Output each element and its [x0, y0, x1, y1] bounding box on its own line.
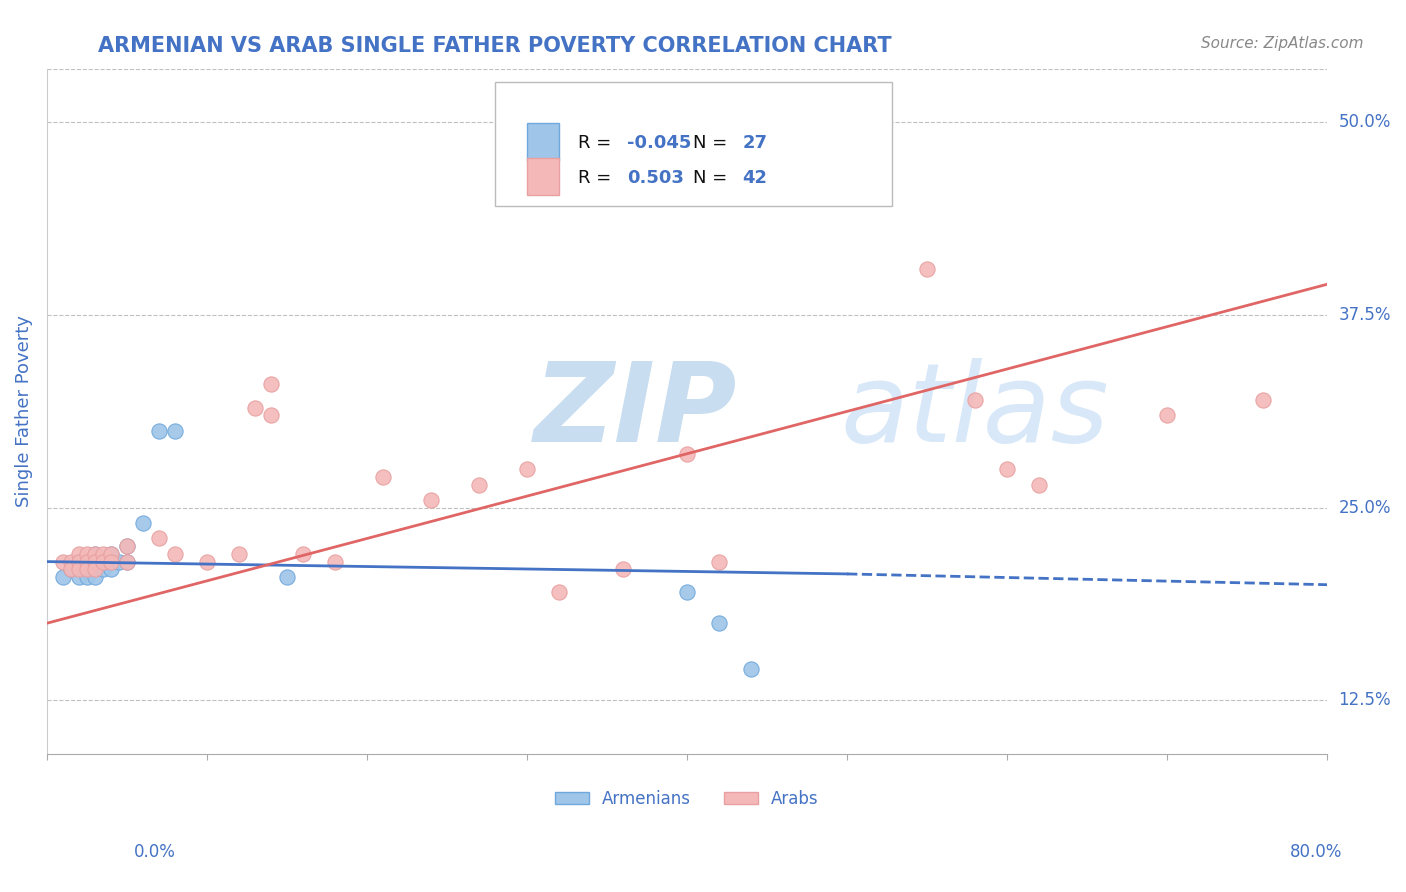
Point: [676, 585, 699, 599]
Point: [59, 562, 82, 576]
Point: [91, 547, 114, 561]
Point: [59, 555, 82, 569]
Point: [83, 562, 105, 576]
Point: [868, 153, 890, 168]
Point: [1028, 477, 1050, 491]
Text: 42: 42: [742, 169, 768, 187]
Text: R =: R =: [578, 134, 617, 152]
Text: 50.0%: 50.0%: [1339, 113, 1391, 131]
Bar: [527, 158, 560, 195]
Bar: [527, 123, 560, 161]
Text: 27: 27: [742, 134, 768, 152]
Point: [67, 562, 90, 576]
Point: [323, 555, 346, 569]
Point: [148, 532, 170, 546]
Text: 37.5%: 37.5%: [1339, 306, 1391, 324]
Point: [108, 555, 131, 569]
Point: [115, 555, 138, 569]
Point: [132, 516, 155, 530]
Point: [707, 616, 730, 631]
Point: [195, 555, 218, 569]
Text: -0.045: -0.045: [627, 134, 692, 152]
Text: N =: N =: [693, 134, 734, 152]
Point: [228, 547, 250, 561]
Point: [76, 555, 98, 569]
Point: [468, 477, 491, 491]
Point: [59, 562, 82, 576]
Point: [100, 547, 122, 561]
Point: [291, 547, 314, 561]
Point: [52, 570, 75, 584]
Text: 0.0%: 0.0%: [134, 843, 176, 861]
Point: [163, 424, 186, 438]
Point: [83, 555, 105, 569]
Point: [100, 555, 122, 569]
Text: N =: N =: [693, 169, 734, 187]
Point: [76, 547, 98, 561]
Point: [100, 555, 122, 569]
Point: [83, 547, 105, 561]
Point: [260, 377, 283, 392]
Point: [67, 555, 90, 569]
Point: [76, 562, 98, 576]
Point: [148, 424, 170, 438]
Point: [915, 261, 938, 276]
Point: [83, 555, 105, 569]
Point: [67, 547, 90, 561]
Text: 25.0%: 25.0%: [1339, 499, 1391, 516]
Text: atlas: atlas: [841, 358, 1109, 465]
Text: 12.5%: 12.5%: [1339, 691, 1391, 709]
Point: [1251, 392, 1274, 407]
Point: [91, 562, 114, 576]
Point: [995, 462, 1018, 476]
Point: [420, 492, 443, 507]
Point: [100, 562, 122, 576]
Text: Source: ZipAtlas.com: Source: ZipAtlas.com: [1201, 36, 1364, 51]
Text: ZIP: ZIP: [533, 358, 737, 465]
Point: [115, 539, 138, 553]
Point: [67, 555, 90, 569]
Point: [965, 392, 987, 407]
Point: [115, 555, 138, 569]
Point: [76, 555, 98, 569]
Point: [91, 555, 114, 569]
Point: [91, 555, 114, 569]
Point: [76, 562, 98, 576]
Point: [243, 401, 266, 415]
Point: [1156, 408, 1178, 422]
Point: [52, 555, 75, 569]
Point: [83, 570, 105, 584]
Point: [115, 539, 138, 553]
Text: 0.503: 0.503: [627, 169, 683, 187]
Point: [612, 562, 634, 576]
Point: [67, 570, 90, 584]
Y-axis label: Single Father Poverty: Single Father Poverty: [15, 316, 32, 508]
Point: [740, 839, 762, 854]
Point: [276, 570, 298, 584]
Legend: Armenians, Arabs: Armenians, Arabs: [548, 783, 825, 814]
Text: 80.0%: 80.0%: [1291, 843, 1343, 861]
Point: [516, 462, 538, 476]
Point: [76, 570, 98, 584]
Point: [548, 585, 571, 599]
Point: [83, 547, 105, 561]
Point: [100, 547, 122, 561]
Text: R =: R =: [578, 169, 623, 187]
Point: [163, 547, 186, 561]
Point: [83, 562, 105, 576]
Text: ARMENIAN VS ARAB SINGLE FATHER POVERTY CORRELATION CHART: ARMENIAN VS ARAB SINGLE FATHER POVERTY C…: [98, 36, 891, 55]
Point: [260, 408, 283, 422]
Point: [740, 663, 762, 677]
Point: [707, 555, 730, 569]
FancyBboxPatch shape: [495, 82, 891, 206]
Point: [676, 447, 699, 461]
Point: [371, 470, 394, 484]
